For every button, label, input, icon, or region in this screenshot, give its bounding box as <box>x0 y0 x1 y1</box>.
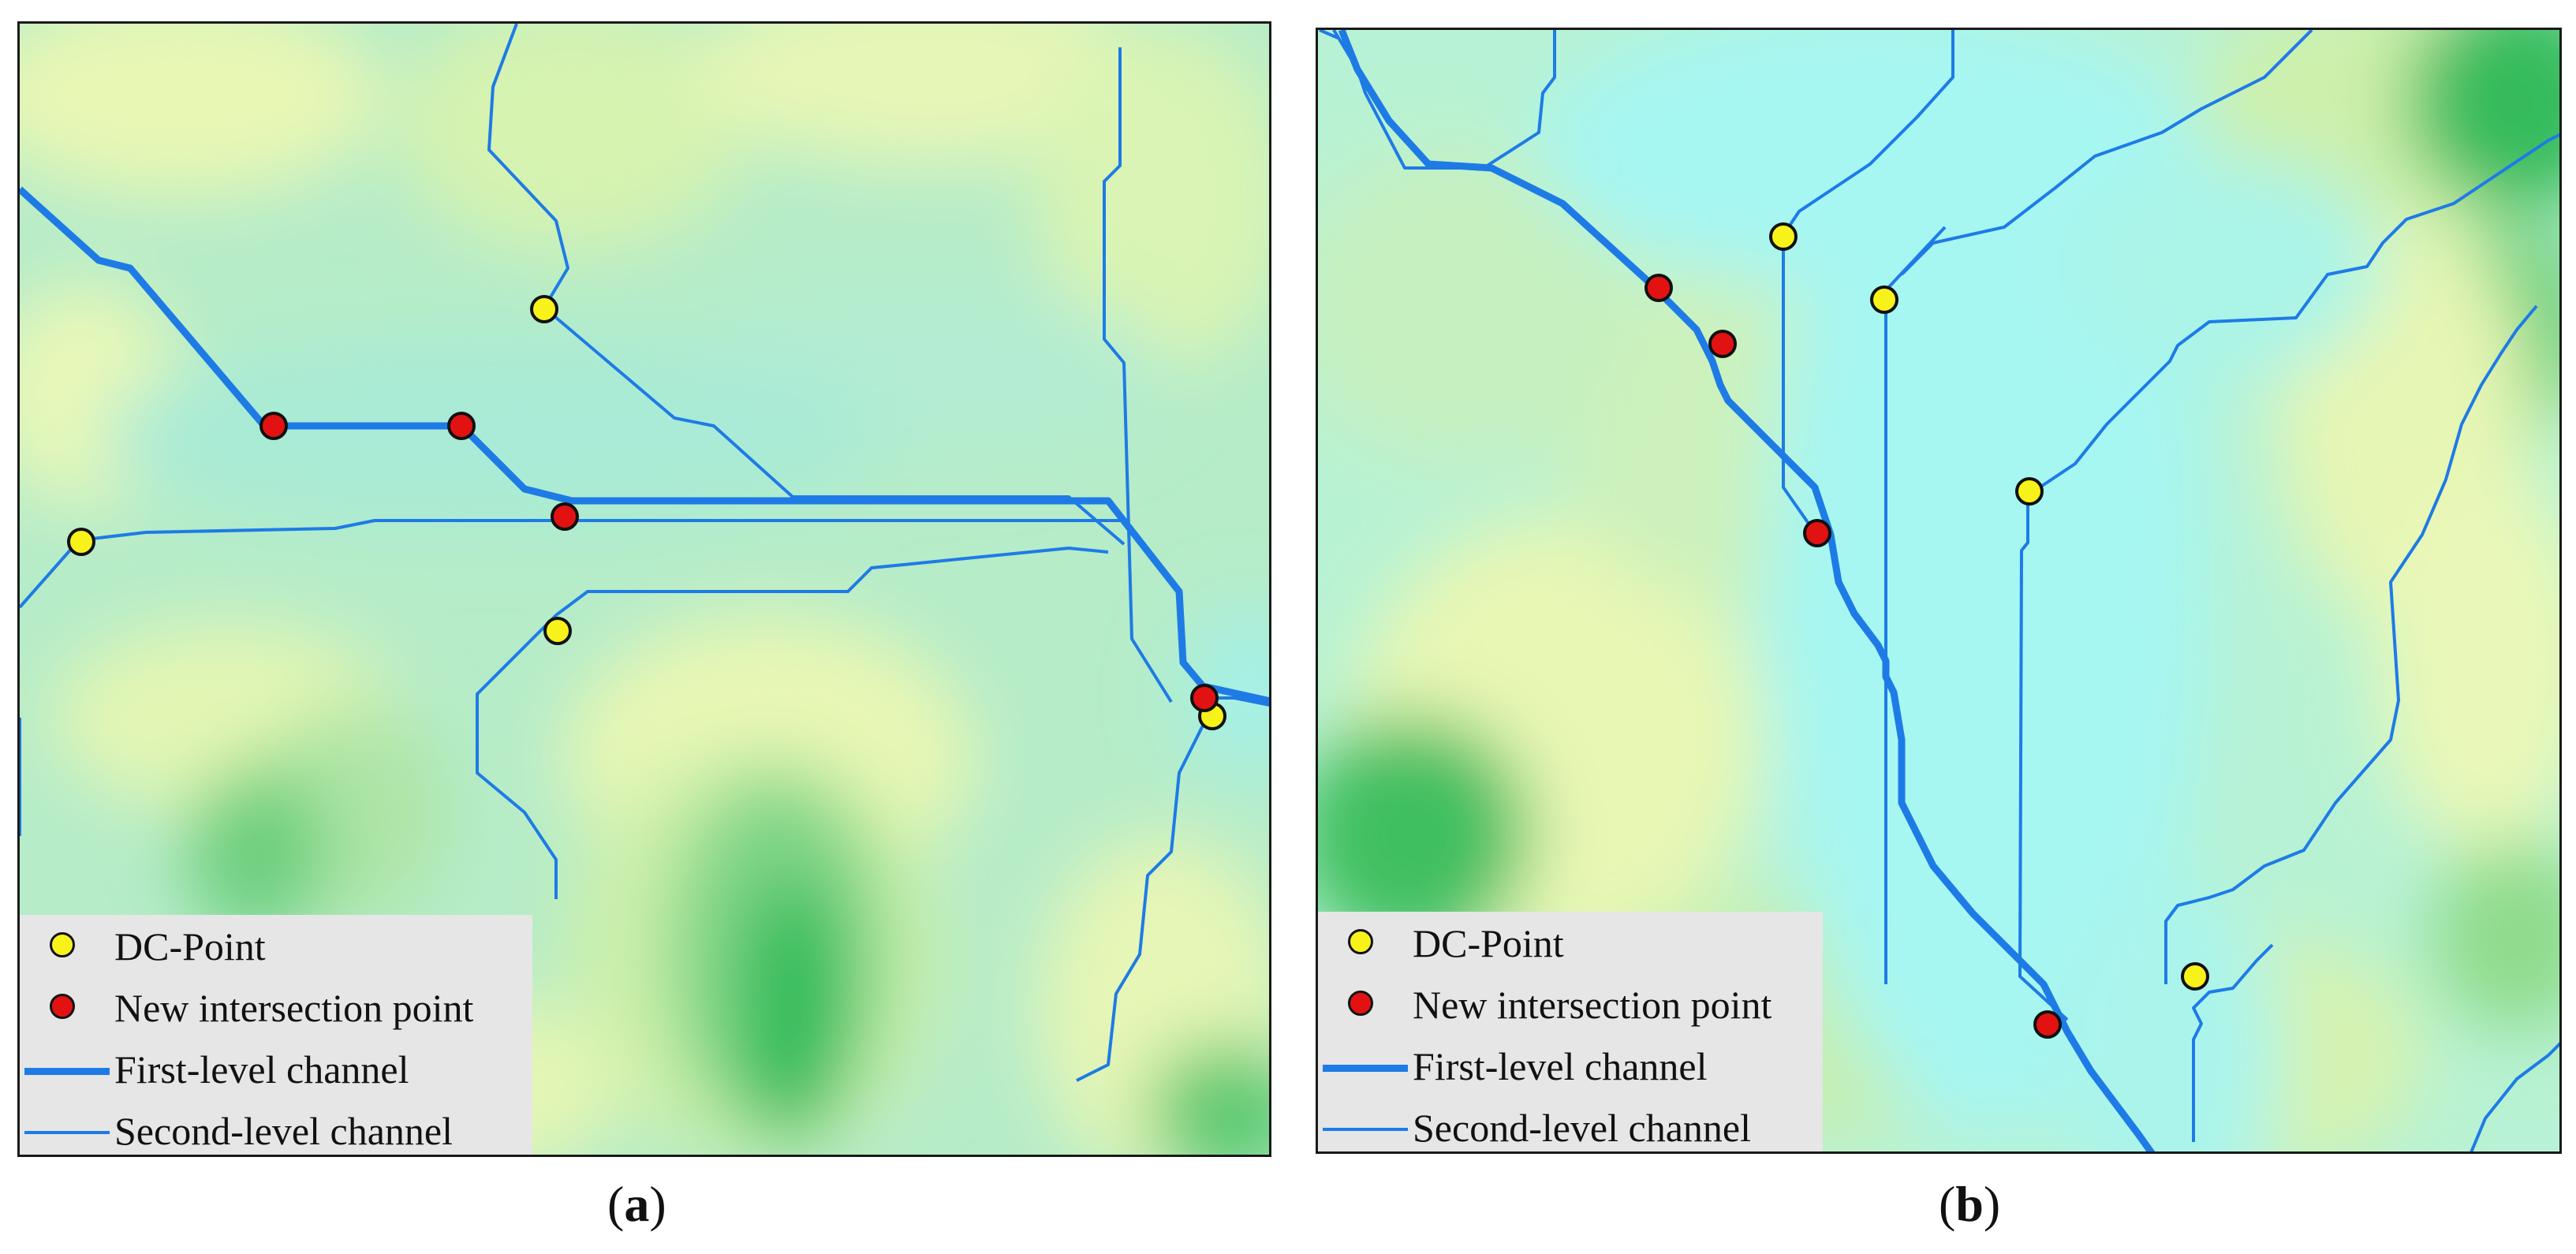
caption-a: (a) <box>607 1176 666 1232</box>
new-intersection-point <box>551 502 579 531</box>
new-intersection-point <box>259 412 288 440</box>
dc-point <box>543 617 572 645</box>
map-panel-b: DC-Point New intersection point First-le… <box>1316 28 2562 1154</box>
legend-item-second-level: Second-level channel <box>20 1099 453 1155</box>
legend-label: DC-Point <box>114 924 266 968</box>
legend-item-first-level: First-level channel <box>20 1038 409 1101</box>
legend-item-intersection: New intersection point <box>1318 973 1771 1036</box>
legend-item-first-level: First-level channel <box>1318 1035 1708 1098</box>
dc-point-swatch <box>1348 929 1373 954</box>
first-level-swatch <box>24 1068 110 1075</box>
new-intersection-point <box>447 412 476 440</box>
new-intersection-point <box>2033 1010 2062 1039</box>
terrain-relief <box>20 24 1269 1155</box>
dc-point <box>67 528 95 556</box>
intersection-points <box>259 412 1219 712</box>
first-level-channels <box>20 186 1269 705</box>
dc-point-swatch <box>50 932 75 957</box>
legend-label: DC-Point <box>1413 921 1564 965</box>
map-a-svg <box>20 24 1269 1155</box>
legend-label: New intersection point <box>1413 983 1772 1027</box>
new-intersection-point <box>1803 519 1831 547</box>
dc-point <box>2015 477 2044 506</box>
legend-b: DC-Point New intersection point First-le… <box>1318 912 1823 1151</box>
second-level-channels <box>1319 30 2559 1151</box>
first-level-swatch <box>1323 1065 1408 1072</box>
dc-points <box>67 295 1226 730</box>
first-level-channels <box>1338 30 2156 1151</box>
dc-point <box>1769 222 1798 251</box>
dc-point <box>2181 962 2209 991</box>
map-b-svg <box>1318 30 2559 1151</box>
second-level-swatch <box>1323 1128 1408 1131</box>
legend-item-dc-point: DC-Point <box>20 915 266 978</box>
second-level-swatch <box>24 1131 110 1134</box>
second-level-channels <box>20 24 1269 1082</box>
intersection-point-swatch <box>50 994 75 1019</box>
legend-label: First-level channel <box>1413 1044 1708 1088</box>
intersection-point-swatch <box>1348 991 1373 1016</box>
new-intersection-point <box>1708 330 1737 358</box>
dc-point <box>530 295 558 323</box>
dc-point <box>1870 286 1898 314</box>
new-intersection-point <box>1190 684 1219 712</box>
legend-item-dc-point: DC-Point <box>1318 912 1564 975</box>
map-panel-a: DC-Point New intersection point First-le… <box>17 21 1271 1157</box>
legend-item-second-level: Second-level channel <box>1318 1096 1751 1151</box>
legend-label: Second-level channel <box>1413 1106 1751 1150</box>
legend-a: DC-Point New intersection point First-le… <box>20 915 532 1155</box>
intersection-points <box>1645 274 2062 1039</box>
caption-b: (b) <box>1939 1176 2001 1232</box>
new-intersection-point <box>1645 274 1673 302</box>
legend-label: Second-level channel <box>114 1109 453 1153</box>
dc-points <box>1769 222 2209 991</box>
legend-item-intersection: New intersection point <box>20 976 473 1039</box>
legend-label: New intersection point <box>114 986 474 1030</box>
legend-label: First-level channel <box>114 1047 409 1092</box>
